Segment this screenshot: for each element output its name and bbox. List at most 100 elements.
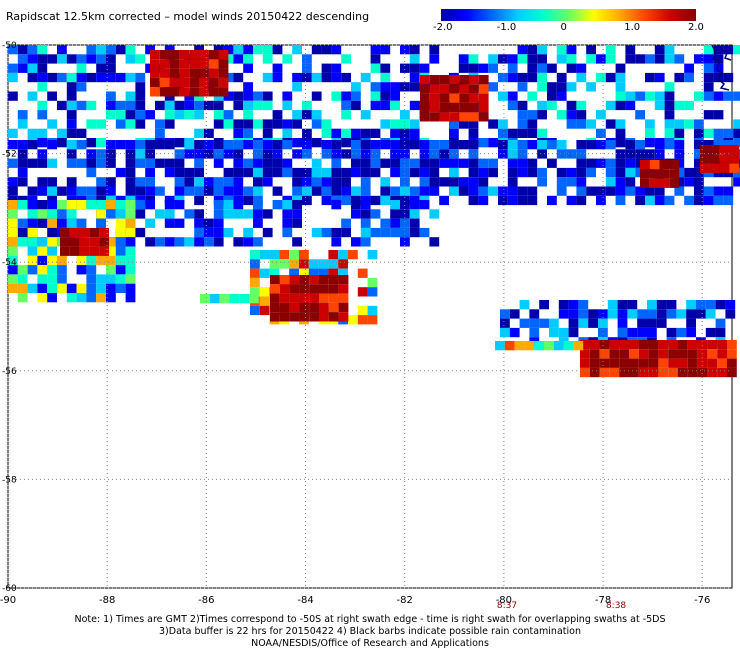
wind-cell (96, 218, 106, 228)
wind-cell (607, 309, 618, 319)
wind-cell (125, 237, 136, 247)
wind-cell (338, 268, 348, 278)
wind-cell (638, 367, 649, 378)
wind-cell (76, 140, 87, 150)
wind-cell (76, 158, 87, 168)
wind-cell (586, 186, 596, 196)
wind-cell (86, 255, 97, 266)
wind-cell (262, 119, 273, 129)
wind-cell (233, 177, 244, 187)
wind-cell (115, 274, 126, 284)
y-tick-labels: -50 -52 -54 -56 -58 -60 (2, 41, 17, 594)
wind-cell (27, 255, 38, 266)
wind-cell (145, 177, 155, 187)
wind-cell (367, 287, 378, 297)
wind-cell (678, 358, 688, 368)
wind-cell (596, 140, 606, 150)
wind-cell (47, 218, 57, 228)
wind-cell (507, 100, 518, 111)
wind-cell (125, 209, 136, 219)
wind-cell (666, 327, 677, 338)
wind-cell (86, 54, 97, 64)
wind-cell (509, 309, 520, 319)
wind-cell (468, 54, 479, 64)
wind-cell (380, 82, 391, 92)
wind-cell (253, 91, 263, 101)
wind-cell (709, 154, 720, 164)
x-tick-labels: -90 -88 -86 -84 -82 -80 -78 -76 (0, 595, 710, 606)
wind-cell (76, 82, 87, 92)
wind-cell (605, 186, 616, 196)
wind-cell (390, 227, 400, 238)
wind-cell (204, 186, 214, 196)
wind-cell (429, 93, 440, 103)
wind-cell (57, 274, 67, 284)
wind-cell (279, 275, 290, 285)
coastline-path (711, 44, 732, 91)
wind-cell (37, 274, 48, 284)
wind-cell (617, 327, 628, 338)
wind-cell (155, 140, 165, 150)
wind-cell (566, 195, 577, 206)
wind-cell (292, 237, 302, 247)
wind-cell (676, 327, 687, 338)
wind-cell (615, 186, 626, 196)
wind-cell (179, 77, 190, 88)
wind-cell (733, 128, 740, 138)
wind-cell (351, 149, 361, 159)
wind-cell (302, 177, 312, 187)
wind-cell (233, 100, 244, 111)
wind-cell (649, 178, 660, 188)
wind-cell (658, 367, 669, 378)
wind-cell (586, 119, 596, 129)
wind-cell (468, 119, 479, 129)
wind-cell (189, 59, 199, 69)
wind-cell (717, 367, 727, 378)
wind-cell (694, 119, 704, 129)
wind-cell (676, 309, 687, 319)
wind-cell (17, 140, 28, 150)
wind-cell (459, 75, 469, 85)
wind-cell (380, 227, 391, 238)
wind-cell (292, 149, 302, 159)
wind-cell (311, 186, 322, 196)
wind-cell (341, 100, 351, 111)
wind-cell (459, 93, 469, 103)
wind-cell (409, 100, 420, 111)
wind-cell (37, 100, 48, 111)
wind-cell (27, 200, 38, 210)
wind-cell (179, 68, 190, 78)
wind-cell (478, 186, 489, 196)
wind-cell (558, 327, 569, 338)
wind-cell (664, 140, 675, 150)
wind-cell (390, 119, 400, 129)
wind-cell (439, 75, 450, 85)
wind-cell (311, 177, 322, 187)
wind-cell (66, 140, 77, 150)
wind-cell (727, 358, 737, 368)
wind-cell (27, 186, 38, 196)
wind-cell (566, 100, 577, 111)
wind-cell (654, 45, 665, 55)
wind-cell (647, 309, 657, 319)
wind-cell (47, 140, 57, 150)
wind-cell (79, 246, 90, 256)
wind-cell (635, 110, 645, 120)
wind-cell (674, 177, 685, 187)
wind-cell (86, 72, 97, 83)
wind-cell (115, 167, 126, 178)
wind-cell (478, 63, 489, 73)
wind-cell (439, 177, 449, 187)
wind-cell (517, 149, 528, 159)
wind-cell (155, 119, 165, 129)
wind-cell (439, 102, 450, 113)
wind-cell (449, 149, 459, 159)
wind-cell (507, 195, 518, 206)
wind-cell (576, 177, 587, 187)
wind-cell (635, 140, 645, 150)
wind-cell (331, 140, 342, 150)
wind-cell (174, 149, 185, 159)
wind-cell (380, 119, 391, 129)
wind-cell (282, 100, 293, 111)
wind-cell (409, 140, 420, 150)
